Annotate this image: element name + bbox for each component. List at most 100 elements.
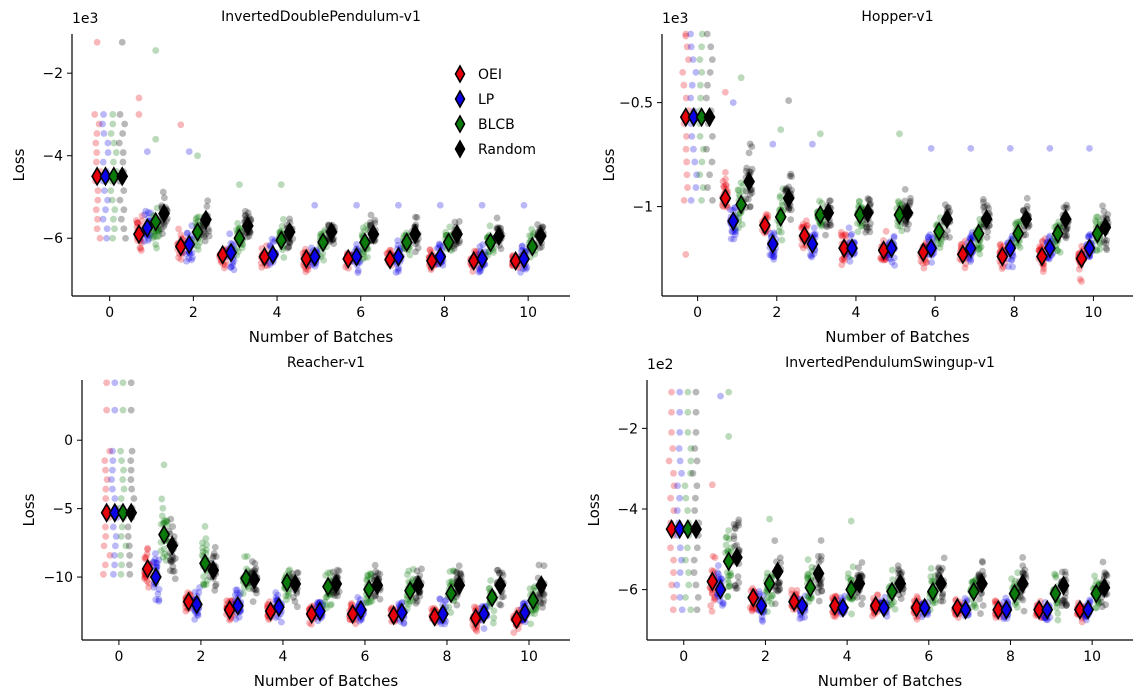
scatter-point-random — [690, 556, 698, 564]
scatter-point-blcb — [895, 199, 903, 207]
scatter-point-blcb — [120, 466, 127, 474]
scatter-point-random — [167, 556, 175, 564]
scatter-point-blcb — [361, 254, 368, 261]
scatter-point-lp — [689, 56, 697, 63]
scatter-point-oei — [683, 171, 691, 179]
scatter-point-blcb — [110, 158, 117, 166]
mean-marker-oei — [798, 225, 811, 246]
scatter-point-random — [211, 586, 219, 594]
scatter-point-lp — [770, 253, 777, 261]
scatter-point-random — [1063, 201, 1070, 209]
scatter-point-random — [863, 226, 871, 234]
scatter-point-random — [823, 223, 831, 231]
y-tick-label: −5 — [52, 502, 73, 518]
scatter-point-blcb — [364, 253, 371, 261]
scatter-point-lp — [847, 232, 855, 240]
mean-marker-oei — [133, 224, 145, 245]
mean-marker-blcb — [1012, 223, 1025, 244]
chart-panel-1: 0 2 4 6 8 10 −2 −4 −6 1e3 InvertedDoublePendulum-v… — [10, 9, 570, 346]
scatter-point-oei — [680, 81, 688, 89]
scatter-point-blcb — [1093, 213, 1100, 221]
scatter-point-blcb — [234, 219, 241, 227]
scatter-point-oei — [102, 495, 110, 502]
scatter-point-oei — [764, 211, 772, 219]
scatter-point-random — [823, 220, 831, 228]
scatter-point-random — [1062, 227, 1070, 235]
scatter-point-blcb — [192, 215, 200, 223]
scatter-point-random — [126, 570, 134, 578]
scatter-point-lp — [103, 234, 111, 242]
scatter-point-random — [1063, 232, 1071, 239]
scatter-point-lp — [673, 581, 681, 589]
scatter-point-oei — [99, 570, 107, 578]
scatter-point-lp — [394, 268, 402, 275]
legend-label-oei: OEI — [478, 67, 502, 83]
scatter-point-lp — [143, 148, 151, 155]
scatter-point-lp — [353, 201, 360, 209]
scatter-point-blcb — [528, 232, 536, 240]
scatter-point-blcb — [235, 181, 243, 188]
scatter-point-random — [980, 196, 987, 203]
scatter-point-blcb — [153, 233, 161, 241]
scatter-point-lp — [729, 228, 736, 236]
scatter-point-random — [704, 81, 711, 89]
scatter-point-blcb — [682, 593, 689, 601]
x-tick-label: 4 — [278, 649, 287, 665]
scatter-point-random — [706, 68, 714, 76]
scatter-point-lp — [967, 144, 975, 152]
scatter-point-random — [771, 537, 779, 544]
scatter-point-blcb — [327, 600, 335, 608]
mean-marker-lp — [141, 217, 154, 238]
scatter-point-lp — [720, 600, 727, 608]
scatter-point-lp — [476, 243, 484, 251]
x-axis-label: Number of Batches — [254, 672, 399, 690]
scatter-point-blcb — [111, 206, 119, 214]
scatter-point-lp — [109, 485, 116, 493]
mean-marker-random — [241, 215, 254, 236]
scatter-point-blcb — [1092, 217, 1099, 225]
scatter-point-blcb — [847, 517, 855, 525]
x-axis-label: Number of Batches — [818, 672, 963, 690]
scatter-point-random — [980, 198, 987, 206]
scatter-point-blcb — [977, 243, 985, 251]
scatter-point-oei — [226, 616, 233, 624]
scatter-point-random — [822, 231, 829, 239]
scatter-point-blcb — [734, 186, 742, 194]
scatter-point-random — [694, 593, 702, 601]
scatter-point-blcb — [722, 541, 730, 549]
scatter-point-oei — [101, 457, 109, 465]
scatter-point-blcb — [158, 495, 166, 503]
scatter-point-blcb — [119, 476, 127, 483]
scatter-point-random — [980, 203, 987, 211]
scatter-point-random — [450, 245, 458, 252]
scatter-point-oei — [838, 233, 846, 240]
scatter-point-lp — [766, 251, 774, 259]
scatter-point-oei — [143, 577, 151, 585]
scatter-point-blcb — [855, 197, 863, 205]
scatter-point-random — [1060, 203, 1068, 211]
scatter-point-oei — [138, 212, 146, 220]
scatter-point-random — [249, 598, 257, 606]
scatter-point-random — [284, 244, 291, 252]
scatter-point-oei — [840, 254, 848, 262]
scatter-point-lp — [436, 241, 443, 249]
scatter-point-blcb — [120, 485, 128, 493]
mean-marker-random — [199, 209, 212, 230]
scatter-point-oei — [103, 406, 111, 414]
y-axis-label: Loss — [10, 148, 28, 181]
x-tick-label: 8 — [440, 305, 449, 321]
scatter-point-random — [983, 202, 991, 209]
scatter-point-blcb — [149, 234, 157, 242]
x-tick-label: 10 — [1083, 649, 1101, 665]
scatter-point-oei — [682, 32, 690, 40]
scatter-point-oei — [670, 569, 677, 576]
scatter-point-lp — [768, 252, 775, 260]
scatter-point-random — [733, 541, 741, 549]
mean-marker-random — [901, 202, 914, 223]
mean-marker-random — [941, 208, 953, 230]
legend-marker-blcb — [454, 114, 466, 134]
scatter-point-oei — [685, 56, 692, 63]
scatter-point-random — [367, 211, 375, 219]
x-tick-label: 2 — [189, 305, 198, 321]
scatter-point-random — [128, 485, 136, 493]
